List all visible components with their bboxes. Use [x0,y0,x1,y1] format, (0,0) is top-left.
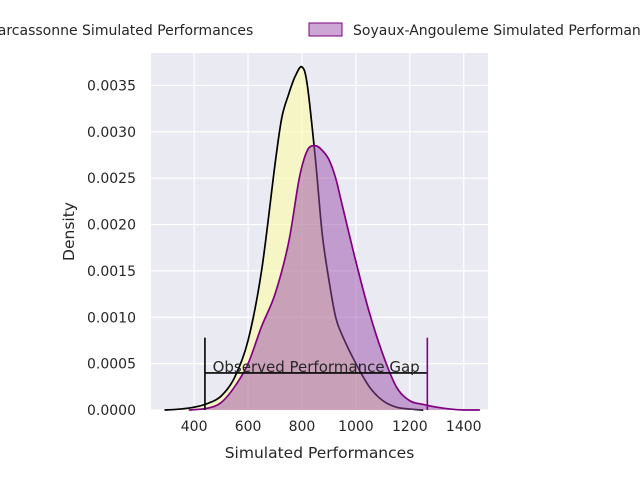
y-tick-label: 0.0020 [87,218,136,234]
soyaux-angouleme-legend-label: Soyaux-Angouleme Simulated Performances [353,23,640,39]
y-tick-label: 0.0015 [87,264,136,280]
x-tick-label: 1400 [446,419,482,435]
legend: Carcassonne Simulated Performances Soyaux… [0,22,640,39]
x-tick-label: 400 [181,419,208,435]
x-tick-label: 600 [235,419,262,435]
x-tick-label: 1200 [392,419,428,435]
y-tick-label: 0.0035 [87,78,136,94]
x-axis-label: Simulated Performances [225,444,415,462]
x-axis-ticks: 400 600 800 1000 1200 1400 [181,419,482,435]
y-tick-label: 0.0000 [87,403,136,419]
y-tick-label: 0.0010 [87,310,136,326]
y-tick-label: 0.0030 [87,125,136,141]
y-axis-ticks: 0.0000 0.0005 0.0010 0.0015 0.0020 0.0025 0.00… [87,78,136,419]
x-tick-label: 1000 [338,419,374,435]
soyaux-angouleme-legend-swatch [308,22,343,37]
carcassonne-legend-label: Carcassonne Simulated Performances [0,23,253,39]
y-axis-label: Density [60,202,78,261]
series-layer [164,65,480,411]
soyaux-angouleme-density-area [188,145,480,410]
soyaux-angouleme-density-curve [188,144,480,411]
y-tick-label: 0.0025 [87,171,136,187]
gap-annotation-label: Observed Performance Gap [213,358,420,376]
x-tick-label: 800 [289,419,316,435]
y-tick-label: 0.0005 [87,357,136,373]
annotation-layer: Observed Performance Gap [204,337,429,410]
